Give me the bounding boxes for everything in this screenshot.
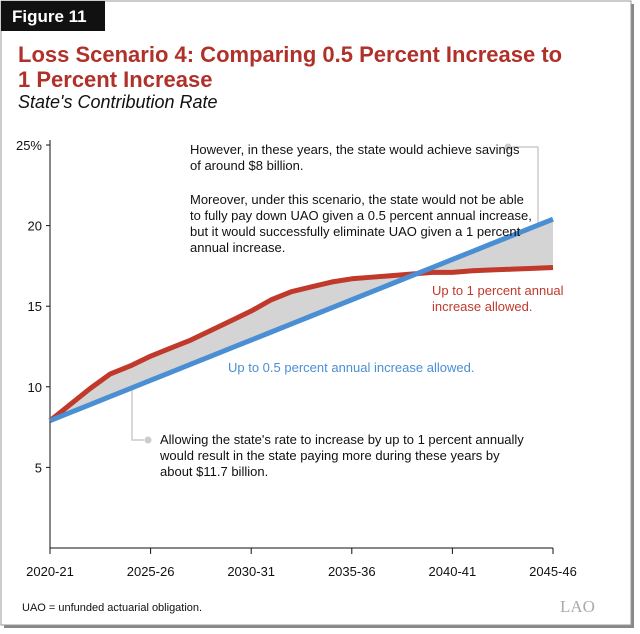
x-tick-label: 2040-41	[429, 564, 477, 579]
leader-dot	[504, 143, 512, 151]
leader-dot	[144, 436, 152, 444]
y-tick-label: 5	[35, 460, 42, 475]
series-line	[49, 216, 554, 423]
series-label: Up to 1 percent annual increase allowed.	[432, 283, 564, 314]
chart-title: Loss Scenario 4: Comparing 0.5 Percent I…	[18, 42, 563, 92]
x-tick-label: 2025-26	[127, 564, 175, 579]
series-label: Up to 0.5 percent annual increase allowe…	[228, 360, 475, 375]
annotation: Moreover, under this scenario, the state…	[190, 192, 532, 255]
x-tick-label: 2030-31	[227, 564, 275, 579]
x-tick-label: 2035-36	[328, 564, 376, 579]
series-line	[48, 265, 554, 423]
footnote: UAO = unfunded actuarial obligation.	[22, 602, 202, 614]
annotation: However, in these years, the state would…	[190, 142, 520, 173]
x-tick-label: 2020-21	[26, 564, 74, 579]
y-tick-label: 25%	[16, 138, 42, 153]
y-tick-label: 20	[28, 219, 42, 234]
annotation: Allowing the state's rate to increase by…	[160, 432, 524, 479]
chart-subtitle: State's Contribution Rate	[18, 92, 218, 112]
figure-tab	[1, 1, 105, 31]
y-tick-label: 15	[28, 299, 42, 314]
x-tick-label: 2045-46	[529, 564, 577, 579]
logo: LAO	[560, 597, 595, 616]
leader-line	[512, 146, 539, 258]
leader-line	[131, 386, 144, 441]
figure-label: Figure 11	[12, 7, 87, 26]
y-tick-label: 10	[28, 380, 42, 395]
